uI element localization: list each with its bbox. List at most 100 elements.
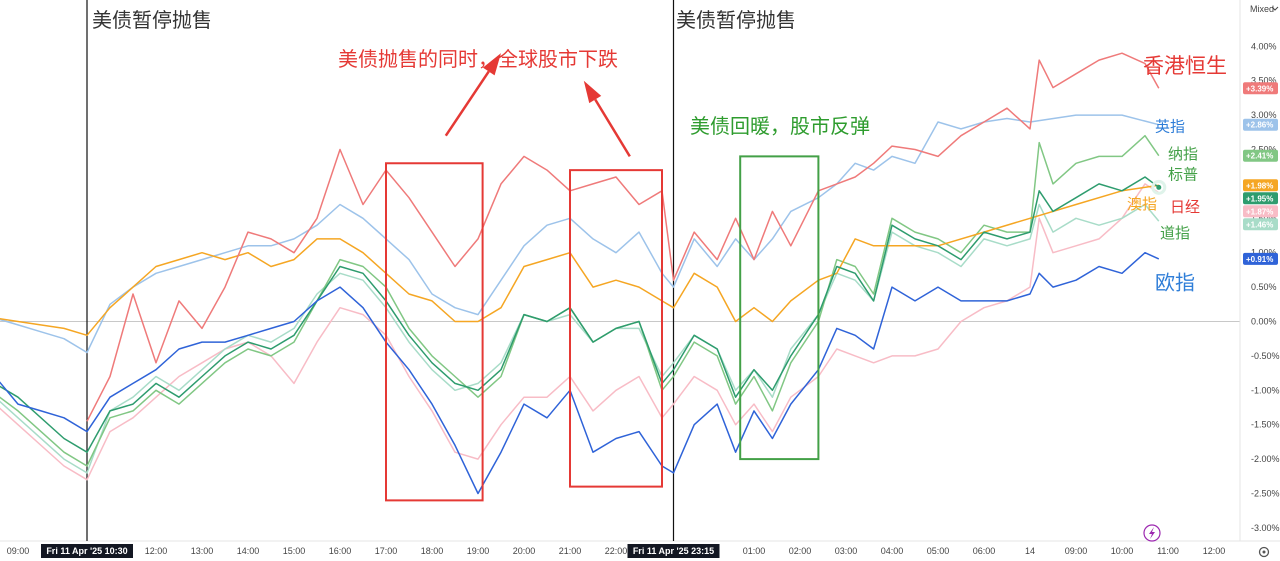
x-tick-label: 06:00 (973, 546, 996, 556)
last-point-marker (1156, 184, 1162, 190)
series-side-label: 澳指 (1127, 195, 1157, 213)
series-line-欧指 (0, 251, 1160, 495)
y-tick-label: 1.00% (1251, 248, 1277, 258)
x-tick-highlight (627, 544, 720, 558)
highlight-box (385, 162, 484, 502)
y-axis: 4.00%3.50%3.00%2.50%2.00%1.50%1.00%0.50%… (1243, 41, 1280, 533)
annotation-pause-right: 美债暂停抛售 (676, 8, 796, 32)
x-tick-highlight (41, 544, 133, 558)
series-value-badge (1243, 179, 1278, 192)
x-tick-label: 09:00 (7, 546, 30, 556)
series-value-badge-text: +2.86% (1246, 121, 1273, 130)
y-tick-label: -2.00% (1251, 454, 1280, 464)
y-tick-label: 3.00% (1251, 110, 1277, 120)
x-tick-label: 21:00 (559, 546, 582, 556)
series-line-澳指 (0, 184, 1159, 337)
highlight-box (569, 169, 663, 488)
x-tick-label: 12:00 (145, 546, 168, 556)
y-tick-label: -0.50% (1251, 351, 1280, 361)
series-value-badge-text: +1.46% (1246, 220, 1273, 229)
annotation-selloff: 美债抛售的同时，全球股市下跌 (338, 47, 618, 71)
gear-icon (1258, 546, 1270, 558)
series-line-标普 (0, 176, 1160, 453)
x-tick-label-highlight: Fri 11 Apr '25 10:30 (46, 546, 127, 556)
x-tick-label: 22:00 (605, 546, 628, 556)
vertical-markers (86, 0, 675, 541)
x-tick-label: 02:00 (789, 546, 812, 556)
x-tick-label: 03:00 (835, 546, 858, 556)
y-tick-label: -2.50% (1251, 489, 1280, 499)
series-value-badge (1243, 149, 1278, 162)
series-side-label: 香港恒生 (1143, 54, 1227, 78)
series-side-label: 纳指 (1168, 145, 1198, 163)
series-side-label: 日经 (1170, 198, 1200, 216)
x-axis: 09:00 Fri 11 Apr '25 10:30 12:00 13:00 14:00… (7, 544, 1226, 558)
annotation-rebound: 美债回暖，股市反弹 (690, 114, 870, 138)
settings-button[interactable] (1258, 546, 1270, 558)
series-value-badge (1243, 218, 1278, 231)
annotation-arrow-head (482, 53, 501, 76)
y-tick-label: 4.00% (1251, 41, 1277, 51)
x-tick-label: 04:00 (881, 546, 904, 556)
x-tick-label: 01:00 (743, 546, 766, 556)
annotation-arrow-shaft (444, 70, 490, 137)
y-tick-label: 3.50% (1251, 76, 1277, 86)
series-value-badge (1243, 252, 1278, 265)
x-tick-label: 12:00 (1203, 546, 1226, 556)
y-tick-label: -1.50% (1251, 420, 1280, 430)
series-side-label: 英指 (1155, 117, 1185, 135)
x-tick-label: 16:00 (329, 546, 352, 556)
scale-mode-label: Mixed (1250, 4, 1274, 14)
x-tick-label: 09:00 (1065, 546, 1088, 556)
y-tick-label: 0.00% (1251, 317, 1277, 327)
y-tick-label: -3.00% (1251, 523, 1280, 533)
series-side-label: 欧指 (1155, 271, 1195, 295)
x-tick-label-highlight: Fri 11 Apr '25 23:15 (633, 546, 714, 556)
x-tick-label: 11:00 (1157, 546, 1179, 556)
series-value-badge (1243, 118, 1278, 131)
series-line-香港恒生 (86, 52, 1160, 422)
x-tick-label: 15:00 (283, 546, 306, 556)
x-tick-label: 05:00 (927, 546, 950, 556)
y-tick-label: -1.00% (1251, 385, 1280, 395)
x-tick-label: 13:00 (191, 546, 214, 556)
series-value-badge-text: +1.95% (1246, 194, 1273, 203)
series-value-badge-text: +1.98% (1246, 181, 1273, 190)
annotation-pause-left: 美债暂停抛售 (92, 8, 212, 32)
x-tick-label: 18:00 (421, 546, 444, 556)
gear-icon-center (1262, 550, 1266, 554)
scale-mode-toggle[interactable]: Mixed (1250, 4, 1279, 14)
highlight-boxes (385, 155, 820, 502)
grid (0, 0, 1280, 542)
x-tick-label: 19:00 (467, 546, 490, 556)
series-line-日经 (0, 183, 1160, 481)
y-tick-label: 0.50% (1251, 282, 1277, 292)
series-value-badge-text: +0.91% (1246, 255, 1273, 264)
series-value-badge (1243, 82, 1278, 95)
y-tick-label: 2.50% (1251, 145, 1277, 155)
series-value-badge-text: +2.41% (1246, 152, 1273, 161)
x-tick-label: 14 (1025, 546, 1035, 556)
series-side-label: 道指 (1160, 224, 1190, 242)
x-tick-label: 14:00 (237, 546, 260, 556)
x-tick-label: 20:00 (513, 546, 536, 556)
last-point-halo (1151, 179, 1167, 195)
annotation-arrow-shaft (594, 98, 631, 158)
x-tick-label: 10:00 (1111, 546, 1134, 556)
annotation-arrow-head (583, 80, 602, 104)
chevron-down-icon (1271, 6, 1279, 11)
series-value-badge-text: +3.39% (1246, 84, 1273, 93)
series-value-badge (1243, 205, 1278, 218)
annotation-arrows (444, 53, 631, 158)
lightning-glyph (1149, 527, 1155, 539)
x-tick-label: 17:00 (375, 546, 398, 556)
lightning-button[interactable] (1143, 524, 1161, 542)
series-value-badge (1243, 192, 1278, 205)
series-value-badge-text: +1.87% (1246, 207, 1273, 216)
highlight-box (739, 155, 820, 461)
series-side-label: 标普 (1168, 166, 1198, 184)
series-layer (0, 52, 1167, 495)
series-line-道指 (0, 203, 1160, 474)
